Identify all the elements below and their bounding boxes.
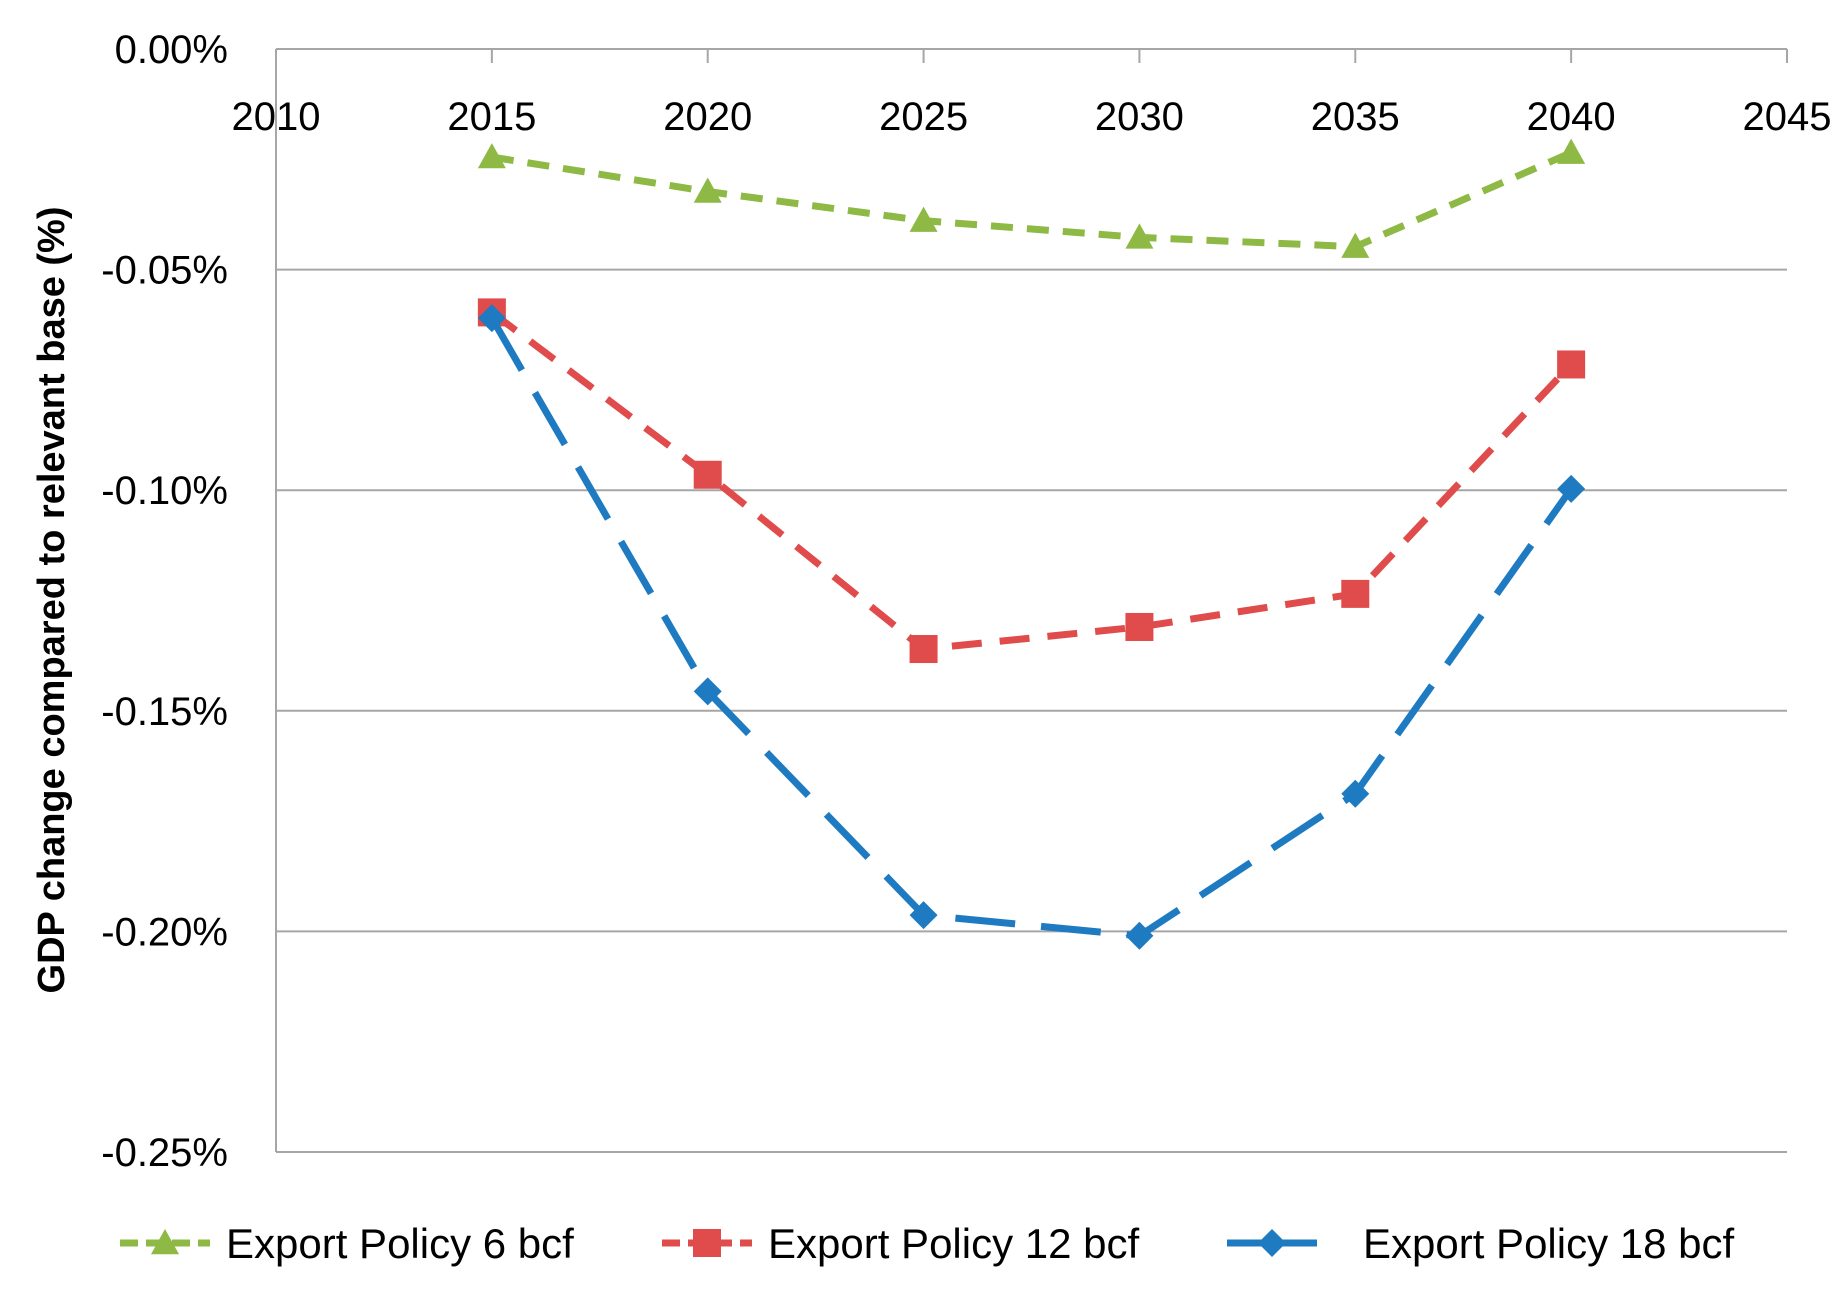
legend-item: Export Policy 18 bcf	[1227, 1220, 1735, 1267]
diamond-marker	[693, 677, 722, 706]
series-1	[477, 138, 1586, 258]
y-tick-label: -0.05%	[101, 249, 228, 293]
y-tick-label: -0.15%	[101, 690, 228, 734]
y-tick-label: -0.20%	[101, 910, 228, 954]
x-tick-label: 2040	[1527, 95, 1616, 139]
triangle-marker	[1557, 138, 1586, 164]
triangle-marker	[909, 206, 938, 232]
triangle-marker	[693, 177, 722, 203]
diamond-marker	[1258, 1229, 1286, 1257]
legend-item: Export Policy 6 bcf	[120, 1220, 574, 1267]
x-tick-label: 2020	[663, 95, 752, 139]
legend-item: Export Policy 12 bcf	[662, 1220, 1140, 1267]
axes: 0.00% -0.05% -0.10% -0.15% -0.20% -0.25% 2010 2…	[101, 28, 1831, 1175]
y-axis-title: GDP change compared to relevant base (%)	[31, 207, 73, 994]
series-line	[488, 316, 1574, 940]
square-marker	[693, 460, 722, 489]
series-2	[477, 298, 1586, 664]
triangle-marker	[1125, 223, 1154, 249]
diamond-marker	[909, 901, 938, 930]
legend-label: Export Policy 12 bcf	[768, 1220, 1140, 1267]
series-3	[477, 304, 1586, 950]
square-marker	[909, 635, 938, 664]
x-tick-label: 2030	[1095, 95, 1184, 139]
triangle-marker	[1341, 232, 1370, 258]
diamond-marker	[1341, 779, 1370, 808]
square-marker	[1125, 612, 1154, 641]
legend-label: Export Policy 18 bcf	[1363, 1220, 1735, 1267]
x-tick-label: 2045	[1743, 95, 1832, 139]
triangle-marker	[151, 1229, 179, 1255]
diamond-marker	[1557, 474, 1586, 503]
series-line	[489, 309, 1574, 653]
legend-label: Export Policy 6 bcf	[226, 1220, 574, 1267]
y-tick-label: -0.10%	[101, 469, 228, 513]
legend: Export Policy 6 bcf Export Policy 12 bcf E…	[120, 1220, 1735, 1267]
diamond-marker	[477, 304, 506, 333]
x-tick-label: 2010	[232, 95, 321, 139]
diamond-marker	[1125, 921, 1154, 950]
triangle-marker	[477, 143, 506, 169]
gridlines	[276, 268, 1787, 1153]
square-marker	[1341, 579, 1370, 608]
series-line	[491, 149, 1573, 251]
square-marker	[693, 1229, 721, 1257]
y-tick-label: -0.25%	[101, 1131, 228, 1175]
x-tick-label: 2015	[447, 95, 536, 139]
series-layer	[477, 138, 1586, 950]
x-tick-label: 2025	[879, 95, 968, 139]
y-tick-label: 0.00%	[115, 28, 228, 72]
x-tick-label: 2035	[1311, 95, 1400, 139]
square-marker	[1557, 350, 1586, 379]
